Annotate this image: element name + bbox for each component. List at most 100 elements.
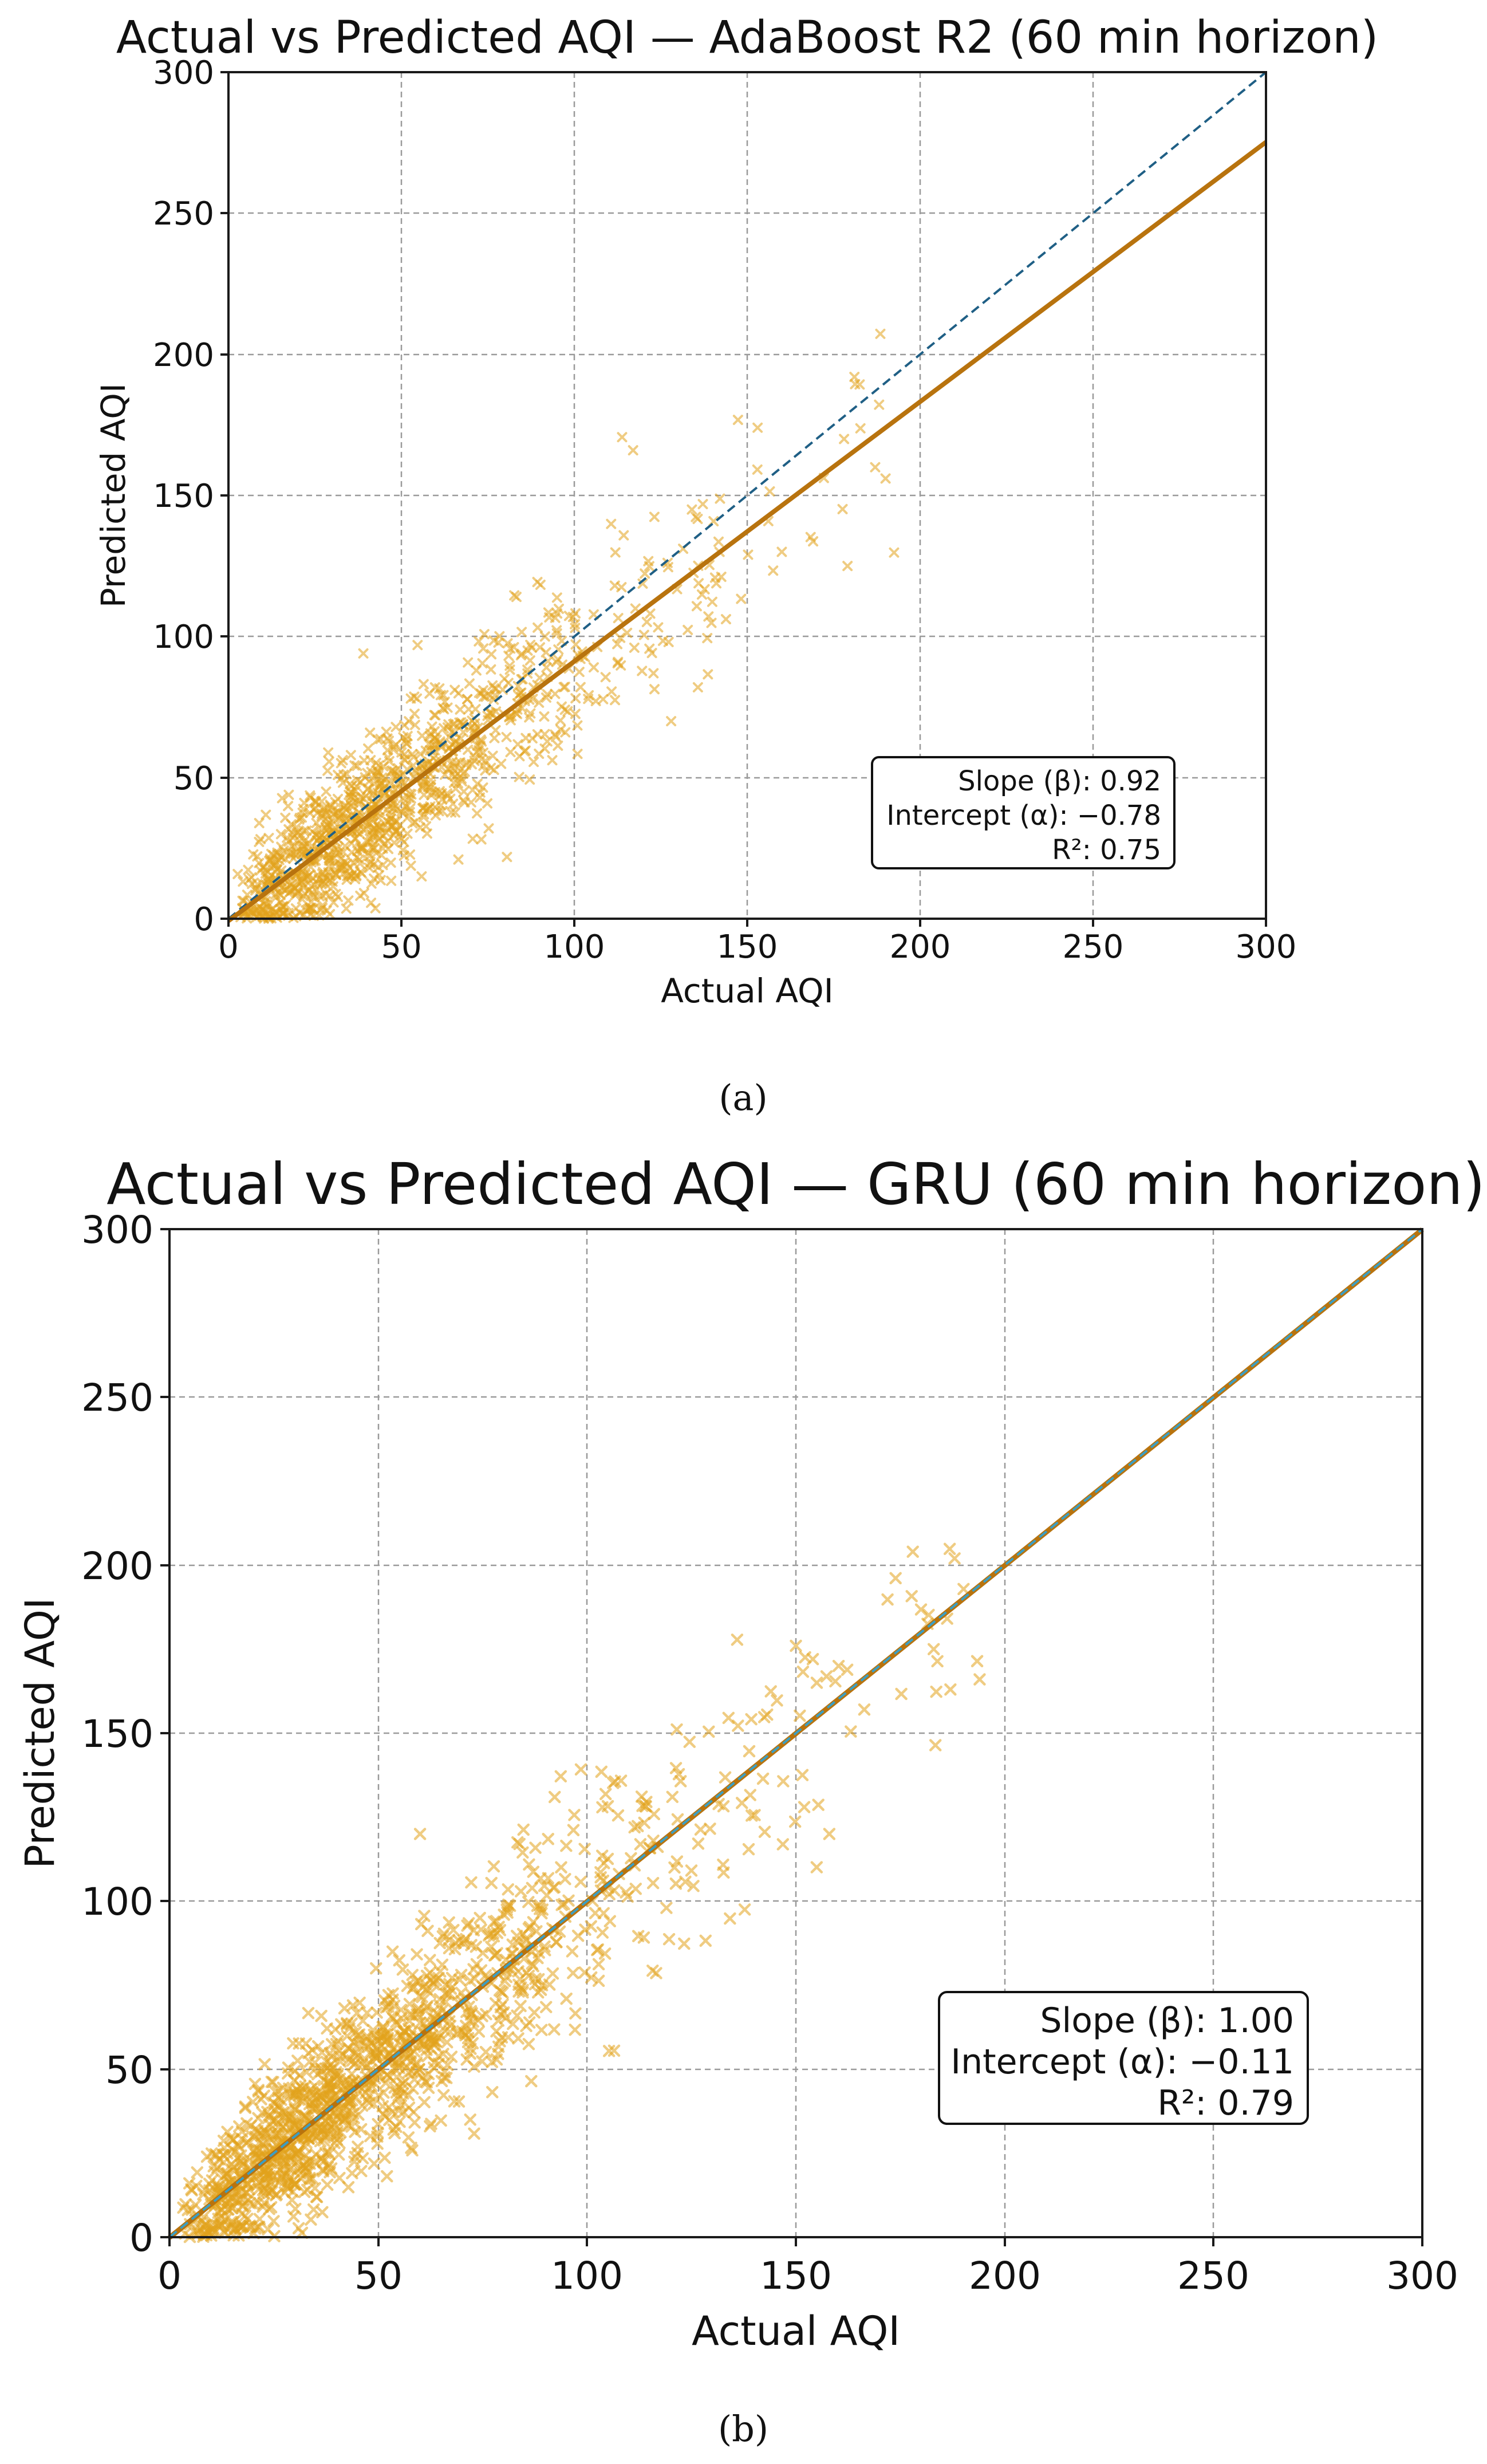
scatter-point (348, 857, 359, 868)
scatter-point (215, 2203, 227, 2216)
scatter-point (525, 708, 536, 719)
scatter-point (321, 786, 332, 797)
scatter-point (506, 711, 517, 722)
scatter-point (553, 603, 564, 614)
scatter-point (405, 860, 416, 871)
scatter-point (601, 1852, 614, 1865)
scatter-point (338, 769, 349, 780)
scatter-point (409, 709, 420, 719)
scatter-point (439, 2065, 451, 2079)
scatter-point (855, 423, 866, 434)
scatter-point (325, 800, 336, 810)
scatter-point (522, 1896, 535, 1908)
scatter-point (758, 1711, 771, 1723)
scatter-point (532, 729, 543, 740)
scatter-point (674, 1775, 687, 1788)
scatter-point (358, 648, 369, 659)
scatter-point (343, 2022, 356, 2035)
chart-a-stats-box: Slope (β): 0.92 Intercept (α): −0.78 R²:… (871, 756, 1176, 869)
scatter-point (502, 2031, 515, 2044)
scatter-point (323, 747, 334, 758)
scatter-point (402, 2131, 415, 2144)
scatter-point (424, 2042, 437, 2054)
tick-label-b-y-300: 300 (81, 1208, 153, 1252)
scatter-point (628, 445, 638, 456)
scatter-point (356, 843, 367, 853)
scatter-point (409, 1975, 423, 1988)
tick-label-b-x-50: 50 (354, 2254, 403, 2298)
scatter-point (385, 784, 396, 794)
scatter-point (764, 1685, 777, 1698)
scatter-point (657, 635, 668, 646)
scatter-point (415, 749, 426, 759)
scatter-point (428, 1978, 440, 1991)
scatter-point (502, 852, 512, 863)
scatter-point (572, 749, 583, 759)
scatter-point (858, 1703, 871, 1716)
scatter-point (419, 2075, 432, 2088)
scatter-point (297, 2158, 310, 2171)
chart-b-identity-line (168, 1228, 1423, 2238)
scatter-point (478, 782, 488, 793)
scatter-point (277, 2106, 290, 2119)
scatter-point (338, 2002, 351, 2015)
scatter-point (463, 745, 474, 755)
chart-a-title: Actual vs Predicted AQI — AdaBoost R2 (6… (116, 12, 1378, 64)
scatter-point (796, 1769, 809, 1781)
scatter-point (343, 895, 354, 906)
scatter-point (317, 2134, 330, 2147)
scatter-point (333, 2136, 346, 2150)
scatter-point (638, 629, 649, 640)
scatter-point (388, 742, 399, 753)
scatter-point (259, 2164, 273, 2177)
scatter-point (463, 657, 474, 668)
scatter-point (283, 908, 294, 919)
scatter-point (401, 801, 412, 812)
scatter-point (906, 1545, 919, 1558)
scatter-point (232, 869, 243, 880)
scatter-point (648, 1808, 661, 1821)
scatter-point (535, 580, 546, 591)
tick-label-a-x-0: 0 (218, 928, 239, 966)
scatter-point (693, 578, 704, 589)
scatter-point (569, 619, 580, 629)
scatter-point (746, 1809, 758, 1822)
scatter-point (522, 1969, 535, 1982)
scatter-point (914, 1603, 928, 1616)
scatter-point (471, 665, 482, 676)
scatter-point (524, 774, 535, 785)
scatter-point (943, 1542, 956, 1556)
scatter-point (645, 608, 656, 619)
scatter-point (534, 672, 545, 683)
scatter-point (617, 432, 628, 443)
scatter-point (407, 2105, 420, 2119)
scatter-point (598, 1947, 612, 1960)
scatter-point (259, 2136, 273, 2149)
scatter-point (342, 2181, 355, 2194)
panel-b: Actual vs Predicted AQI — GRU (60 min ho… (17, 1151, 1485, 2450)
scatter-point (880, 473, 891, 484)
scatter-point (528, 1978, 542, 1991)
scatter-point (391, 722, 401, 733)
scatter-point (533, 1903, 546, 1915)
scatter-point (396, 1963, 409, 1976)
scatter-point (329, 2088, 342, 2101)
scatter-point (752, 422, 763, 433)
scatter-point (255, 2093, 267, 2105)
scatter-point (479, 2046, 492, 2058)
tick-label-a-y-250: 250 (153, 195, 214, 233)
scatter-point (590, 1943, 604, 1957)
scatter-point (300, 2066, 313, 2079)
scatter-point (385, 857, 396, 868)
scatter-point (478, 747, 488, 758)
scatter-point (595, 1849, 609, 1862)
scatter-point (254, 836, 265, 847)
scatter-point (666, 1790, 679, 1804)
scatter-point (930, 1685, 942, 1698)
scatter-point (837, 503, 848, 514)
scatter-point (307, 2203, 320, 2216)
scatter-point (520, 745, 531, 756)
scatter-point (360, 2087, 372, 2099)
tick-label-a-x-100: 100 (544, 928, 605, 966)
